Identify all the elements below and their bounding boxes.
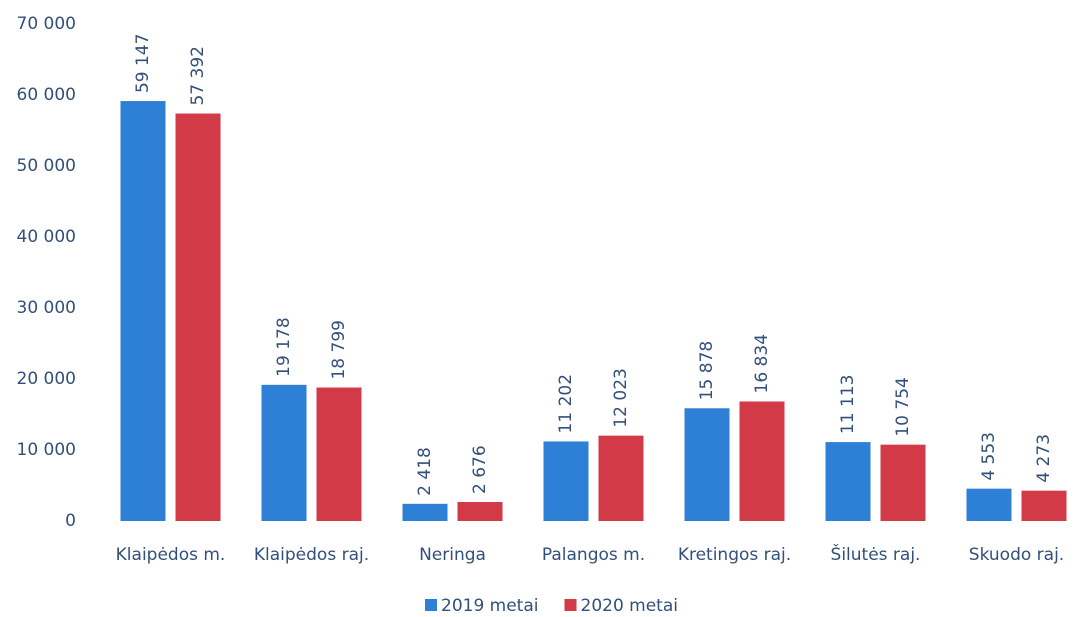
x-tick-label: Klaipėdos m. xyxy=(116,545,226,565)
bar xyxy=(175,113,221,522)
x-tick-label: Šilutės raj. xyxy=(831,543,921,565)
legend-swatch xyxy=(425,599,437,611)
value-label: 59 147 xyxy=(133,34,153,93)
bar xyxy=(261,384,307,521)
bar xyxy=(966,488,1012,521)
bar xyxy=(684,408,730,521)
value-label: 16 834 xyxy=(752,334,772,393)
bar xyxy=(825,442,871,521)
x-tick-label: Palangos m. xyxy=(542,545,645,565)
value-label: 19 178 xyxy=(274,317,294,376)
legend-label: 2019 metai xyxy=(441,596,539,616)
x-tick-label: Klaipėdos raj. xyxy=(254,545,369,565)
x-tick-label: Kretingos raj. xyxy=(678,545,791,565)
y-tick-label: 30 000 xyxy=(17,298,76,318)
y-tick-label: 50 000 xyxy=(17,156,76,176)
value-label: 11 202 xyxy=(556,374,576,433)
bar xyxy=(1021,490,1067,521)
y-tick-label: 10 000 xyxy=(17,440,76,460)
bar xyxy=(402,503,448,521)
bar xyxy=(880,444,926,521)
x-tick-label: Neringa xyxy=(419,545,486,565)
legend-swatch xyxy=(564,599,577,611)
bar xyxy=(598,435,644,521)
value-label: 4 273 xyxy=(1034,434,1054,483)
y-tick-label: 60 000 xyxy=(17,85,76,105)
bar xyxy=(316,387,362,521)
x-tick-label: Skuodo raj. xyxy=(969,545,1064,565)
value-label: 2 676 xyxy=(470,445,490,494)
y-tick-label: 20 000 xyxy=(17,369,76,389)
value-label: 10 754 xyxy=(893,377,913,436)
value-label: 11 113 xyxy=(838,375,858,434)
value-label: 2 418 xyxy=(415,447,435,496)
bar xyxy=(120,101,166,521)
value-label: 18 799 xyxy=(329,320,349,379)
bar xyxy=(457,502,503,521)
y-tick-label: 70 000 xyxy=(17,14,76,34)
legend-label: 2020 metai xyxy=(581,596,679,616)
bar xyxy=(543,441,589,521)
value-label: 57 392 xyxy=(188,46,208,105)
y-tick-label: 0 xyxy=(65,511,76,531)
value-label: 15 878 xyxy=(697,341,717,400)
y-tick-label: 40 000 xyxy=(17,227,76,247)
bar xyxy=(739,401,785,521)
value-label: 12 023 xyxy=(611,368,631,427)
value-label: 4 553 xyxy=(979,432,999,481)
